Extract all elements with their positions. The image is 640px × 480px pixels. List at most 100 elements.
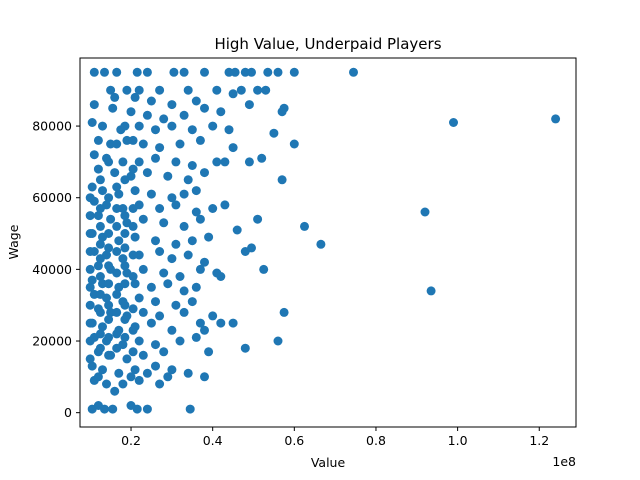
data-point [183, 85, 193, 95]
data-point [232, 225, 242, 235]
data-point [240, 343, 250, 353]
data-point [95, 289, 105, 299]
data-point [191, 282, 201, 292]
data-point [195, 264, 205, 274]
data-point [102, 379, 111, 389]
data-point [128, 135, 138, 145]
data-point [120, 279, 130, 289]
x-tick-label: 0.6 [284, 433, 304, 448]
data-point [167, 121, 177, 131]
data-point [138, 139, 148, 149]
data-point [183, 368, 193, 378]
data-point [163, 171, 173, 181]
data-point [179, 307, 189, 317]
data-point [104, 261, 114, 271]
data-point [155, 379, 165, 389]
data-point [142, 368, 152, 378]
data-point [95, 204, 105, 213]
data-point [87, 118, 97, 127]
data-point [187, 297, 197, 307]
data-point [93, 135, 103, 145]
data-point [212, 268, 222, 278]
data-point [104, 193, 114, 203]
y-tick-label: 60000 [32, 190, 72, 205]
data-point [228, 318, 238, 328]
chart-title: High Value, Underpaid Players [214, 35, 441, 53]
data-point [104, 332, 114, 342]
data-point [155, 247, 165, 256]
data-point [159, 218, 169, 228]
data-point [85, 318, 95, 328]
data-point [118, 379, 128, 389]
data-point [112, 221, 122, 231]
data-point [95, 343, 105, 353]
data-point [159, 268, 169, 278]
data-point [128, 272, 138, 281]
data-point [112, 67, 122, 77]
data-point [212, 85, 222, 95]
data-point [200, 103, 209, 113]
data-point [171, 157, 181, 167]
data-point [151, 153, 160, 163]
data-point [120, 332, 130, 342]
data-point [120, 211, 130, 221]
data-point [230, 67, 240, 77]
data-point [236, 85, 246, 95]
data-point [112, 343, 122, 353]
data-point [112, 329, 122, 339]
data-point [208, 121, 218, 131]
data-point [187, 161, 197, 170]
data-point [104, 157, 114, 167]
data-point [95, 272, 105, 281]
data-point [289, 139, 299, 149]
data-point [87, 275, 97, 285]
data-point [159, 114, 169, 124]
data-point [122, 135, 132, 145]
data-point [120, 121, 130, 131]
data-point [112, 268, 122, 278]
data-point [104, 350, 114, 360]
data-point [138, 264, 148, 274]
data-point [228, 89, 238, 99]
y-axis-label: Wage [6, 224, 21, 259]
data-point [257, 153, 267, 163]
data-point [253, 85, 263, 95]
data-point [208, 204, 218, 213]
data-point [146, 282, 156, 292]
data-point [200, 325, 209, 335]
data-point [163, 372, 173, 382]
data-point [224, 125, 234, 135]
plot-area-frame [79, 57, 577, 428]
x-axis-offset-text: 1e8 [552, 454, 576, 469]
data-point [142, 67, 152, 77]
data-point [171, 200, 181, 210]
y-tick-label: 0 [64, 405, 72, 420]
data-point [95, 254, 105, 264]
data-point [112, 139, 122, 149]
data-point [118, 254, 128, 264]
data-point [179, 67, 189, 77]
data-point [118, 204, 128, 213]
data-point [104, 315, 114, 324]
data-point [104, 279, 114, 289]
data-point [259, 264, 269, 274]
data-point [128, 304, 138, 314]
data-point [191, 207, 201, 217]
data-point [120, 300, 130, 310]
data-point [200, 257, 209, 267]
data-point [106, 214, 116, 224]
data-point [87, 182, 97, 192]
data-point [240, 67, 250, 77]
data-point [134, 85, 144, 95]
data-point [185, 404, 195, 414]
data-point [130, 232, 140, 242]
data-point [93, 164, 103, 174]
data-point [87, 361, 97, 371]
data-point [134, 293, 144, 303]
data-point [95, 239, 105, 249]
data-point [204, 232, 214, 242]
data-point [155, 85, 165, 95]
x-tick-label: 0.2 [121, 433, 141, 448]
data-point [93, 211, 103, 221]
